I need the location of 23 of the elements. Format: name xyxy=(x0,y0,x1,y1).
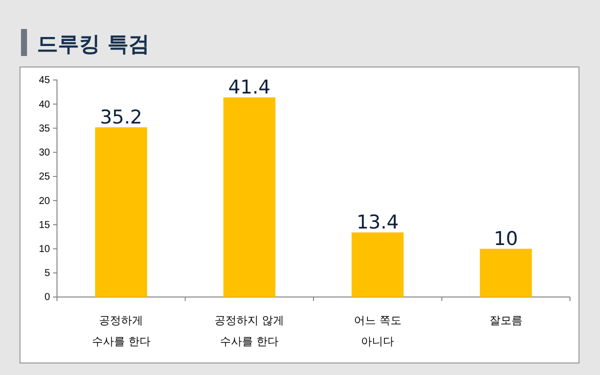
bar xyxy=(95,127,148,297)
x-tick-label: 잘모름 xyxy=(489,314,522,327)
bar xyxy=(223,97,276,297)
y-tick-label: 35 xyxy=(38,123,50,134)
y-tick-label: 45 xyxy=(38,75,50,86)
y-tick-label: 5 xyxy=(44,268,50,280)
y-tick-label: 20 xyxy=(38,196,50,207)
data-label: 35.2 xyxy=(100,106,142,128)
y-tick-label: 30 xyxy=(38,148,50,159)
data-label: 13.4 xyxy=(356,211,399,234)
y-tick-label: 15 xyxy=(38,220,50,231)
bar xyxy=(352,232,404,297)
x-tick-label: 공정하게 수사를 한다 xyxy=(92,314,150,348)
y-tick-label: 0 xyxy=(44,292,50,304)
y-tick-label: 40 xyxy=(38,99,50,110)
data-label: 10 xyxy=(494,228,518,250)
chart-title: 드루킹 특검 xyxy=(37,32,150,56)
y-tick-label: 10 xyxy=(38,244,50,255)
x-tick-label: 어느 쪽도 아니다 xyxy=(354,314,402,348)
data-label: 41.4 xyxy=(228,76,271,98)
x-tick-label: 공정하지 않게 수사를 한다 xyxy=(214,314,284,348)
y-tick-label: 25 xyxy=(38,172,50,183)
bar xyxy=(480,248,532,297)
